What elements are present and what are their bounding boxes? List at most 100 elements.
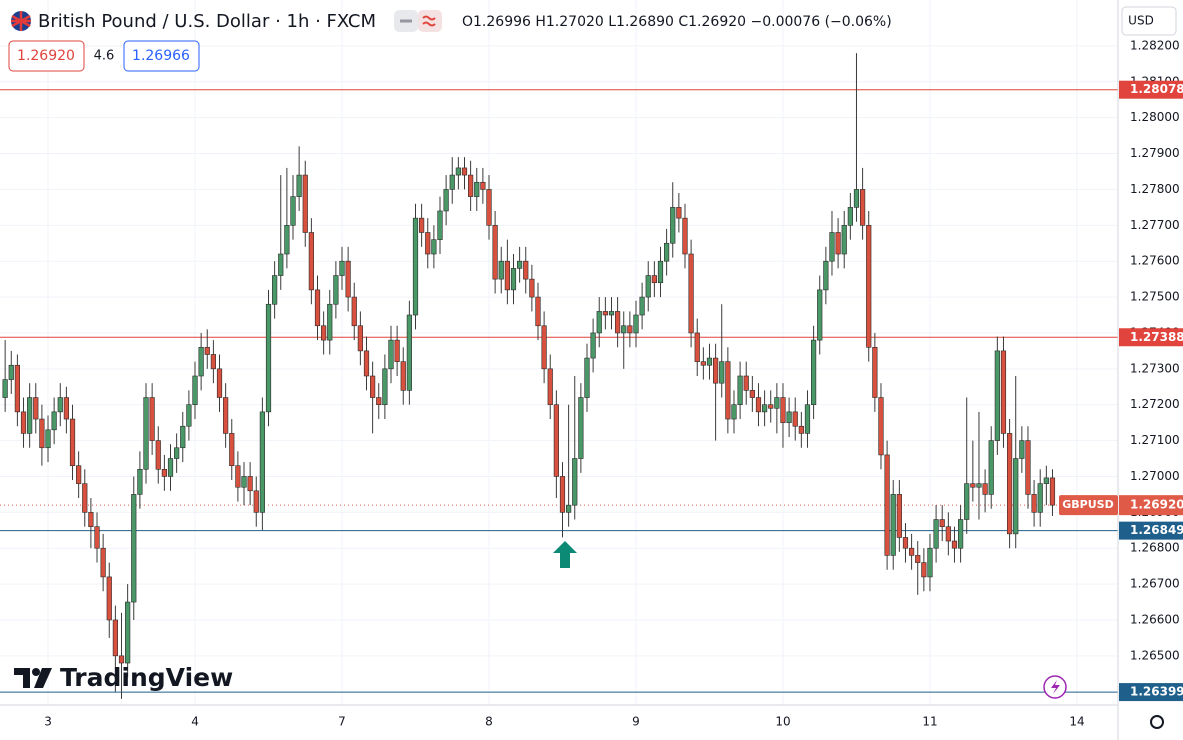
candle-body — [504, 260, 510, 291]
candle-body — [14, 364, 20, 413]
candle-body — [994, 350, 1000, 441]
currency-box[interactable] — [1121, 6, 1177, 36]
candle-body — [57, 397, 63, 413]
candle-body — [388, 339, 394, 370]
symbol-label: GBPUSD — [1062, 498, 1113, 511]
candle-body — [455, 167, 461, 176]
candle-body — [608, 311, 615, 316]
axes: 1.265001.266001.267001.268001.269001.270… — [44, 38, 1183, 729]
candle-body — [566, 504, 572, 513]
candle-body — [308, 232, 314, 291]
candle-body — [578, 397, 584, 459]
candle-body — [1013, 458, 1019, 535]
candle-body — [2, 379, 8, 398]
y-tick-label: 1.27300 — [1130, 361, 1180, 375]
candle-body — [719, 361, 725, 384]
x-tick-label: 10 — [775, 715, 790, 729]
indicator-toggle[interactable] — [418, 10, 442, 32]
candle-body — [253, 490, 259, 513]
candle-body — [45, 429, 51, 449]
candle-body — [370, 375, 376, 398]
candle-body — [706, 357, 713, 366]
candle-body — [933, 519, 939, 549]
candle-body — [737, 375, 743, 406]
candle-body — [474, 181, 480, 197]
candle-body — [284, 225, 290, 255]
candle-body — [878, 397, 884, 456]
level-tag — [1119, 521, 1183, 540]
candle-body — [1000, 350, 1007, 434]
candle-body — [290, 196, 296, 226]
candle-body — [731, 404, 737, 420]
candle-body — [265, 303, 272, 413]
candle-body — [137, 468, 143, 495]
sell-box[interactable] — [8, 40, 85, 72]
candle-body — [394, 339, 400, 362]
candle-body — [694, 332, 700, 362]
candle-body — [400, 361, 406, 391]
candle-body — [216, 368, 223, 398]
y-tick-label: 1.27500 — [1130, 290, 1180, 304]
candle-body — [780, 397, 786, 423]
candle-body — [970, 483, 976, 488]
logo: TradingView — [14, 663, 233, 692]
y-tick-label: 1.26500 — [1130, 648, 1180, 662]
candle-body — [180, 425, 186, 449]
candle-body — [517, 260, 523, 269]
candle-body — [755, 397, 762, 413]
y-tick-label: 1.27100 — [1130, 433, 1180, 447]
candle-body — [804, 404, 811, 434]
candle-body — [351, 296, 357, 327]
candle-body — [27, 397, 33, 434]
y-tick-label: 1.27600 — [1130, 254, 1180, 268]
candle-body — [492, 225, 498, 280]
sell-price: 1.26920 — [17, 48, 75, 64]
candle-body — [94, 526, 100, 549]
candle-body — [272, 275, 278, 305]
candle-body — [945, 526, 951, 542]
candle-body — [498, 260, 504, 280]
last-price-label: 1.26920 — [1130, 498, 1183, 512]
candle-body — [602, 311, 608, 316]
candle-body — [749, 390, 755, 398]
candle-body — [100, 547, 106, 578]
candle-body — [20, 411, 27, 434]
y-tick-label: 1.28000 — [1130, 110, 1180, 124]
candle-body — [480, 181, 486, 190]
ohlc-quote: O1.26996 H1.27020 L1.26890 C1.26920 −0.0… — [462, 14, 892, 30]
candle-body — [572, 458, 578, 506]
candle-body — [161, 468, 167, 477]
candle-body — [131, 494, 137, 603]
candle-body — [1037, 483, 1043, 513]
candle-body — [186, 404, 192, 427]
candle-body — [713, 357, 719, 384]
candle-body — [376, 397, 382, 406]
candle-body — [406, 314, 412, 391]
candle-body — [615, 311, 621, 334]
candle-body — [106, 576, 112, 621]
candle-body — [363, 350, 370, 377]
candle-body — [235, 465, 241, 488]
candle-body — [590, 332, 596, 359]
buy-box[interactable] — [123, 40, 200, 72]
level-label: 1.26399 — [1130, 685, 1183, 699]
candle-body — [957, 519, 964, 549]
candle-body — [51, 411, 57, 431]
candle-body — [657, 260, 664, 284]
candle-body — [762, 404, 768, 413]
candle-body — [118, 655, 125, 664]
candle-body — [278, 253, 284, 276]
logo-dot — [32, 668, 40, 676]
header: British Pound / U.S. Dollar · 1h · FXCM … — [8, 6, 1177, 72]
y-tick-label: 1.27800 — [1130, 182, 1180, 196]
levels — [0, 89, 1118, 693]
candle-body — [927, 547, 933, 578]
x-tick-label: 7 — [338, 715, 346, 729]
candle-body — [633, 314, 639, 334]
candle-body — [443, 189, 449, 212]
settings-icon[interactable] — [1150, 715, 1164, 729]
candle-body — [412, 217, 419, 316]
wave-icon — [422, 15, 436, 27]
candle-body — [468, 174, 474, 197]
